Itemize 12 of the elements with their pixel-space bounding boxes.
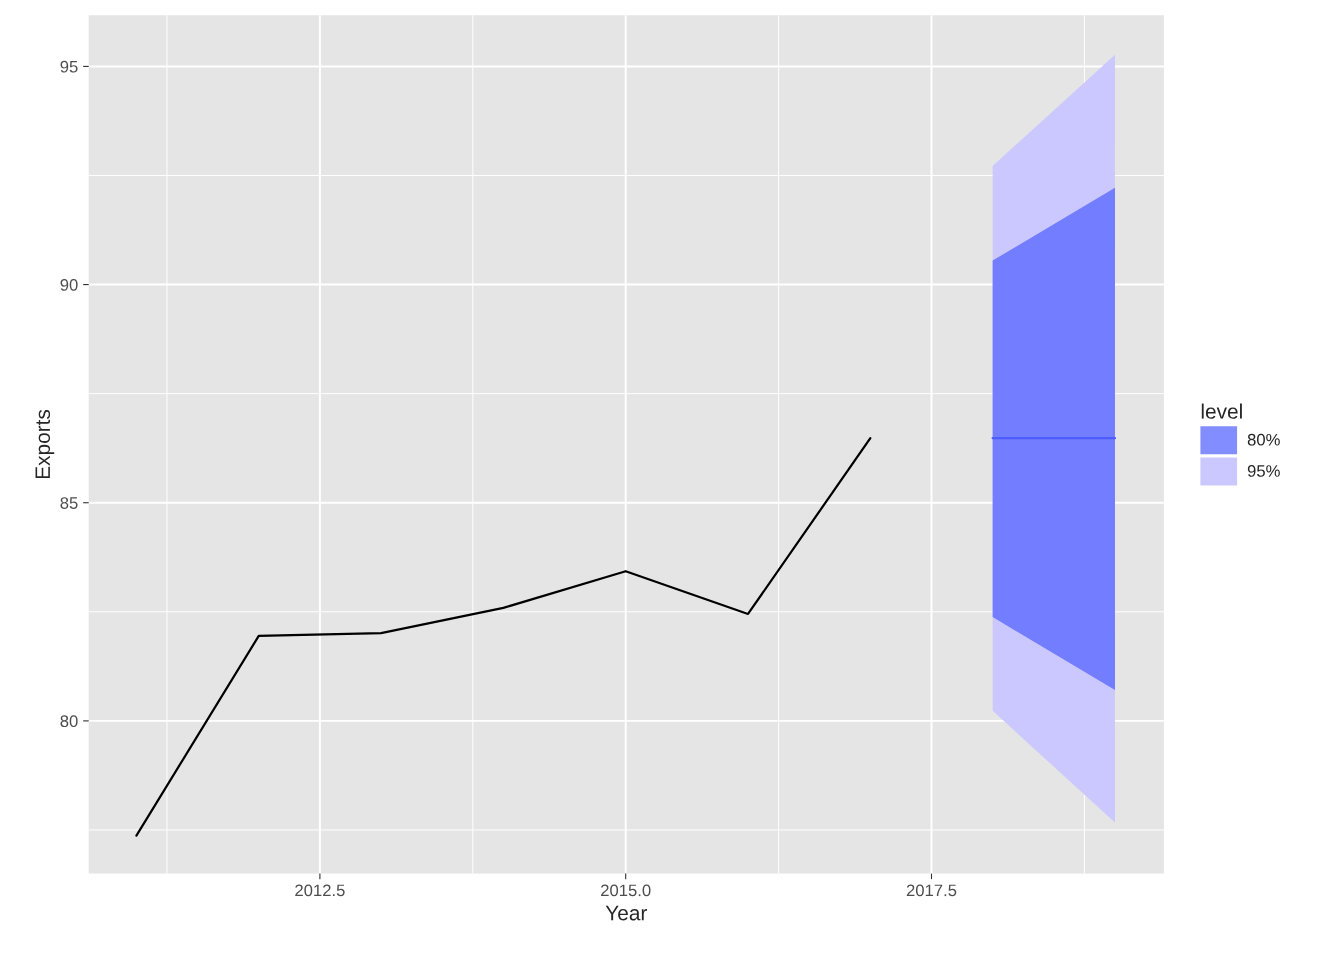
y-tick-label: 90 — [60, 278, 78, 291]
legend-label: 95% — [1247, 465, 1280, 477]
x-tick-label: 2015.0 — [601, 884, 651, 897]
x-tick-label: 2012.5 — [295, 884, 345, 897]
x-tick-label: 2017.5 — [906, 884, 957, 897]
x-axis-title: Year — [605, 905, 648, 921]
y-axis-title: Exports — [35, 409, 55, 479]
y-tick-label: 80 — [60, 715, 78, 728]
legend-title: level — [1201, 403, 1242, 419]
legend-label: 80% — [1247, 433, 1280, 446]
y-tick-label: 95 — [60, 60, 78, 73]
y-tick-label: 85 — [60, 497, 78, 509]
